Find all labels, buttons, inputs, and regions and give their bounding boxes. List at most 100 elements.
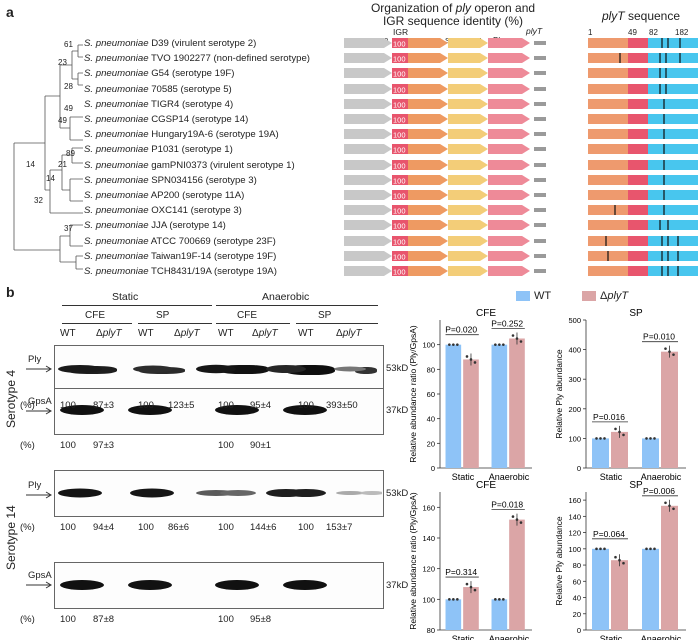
plyT-marker xyxy=(534,56,546,61)
bar-mutant xyxy=(463,359,479,468)
strain-genus: S. pneumoniae xyxy=(84,53,149,65)
gene-arrow-spd1727 xyxy=(448,190,488,200)
data-point xyxy=(599,547,602,551)
data-point xyxy=(469,585,473,589)
lane-gene: plyT xyxy=(342,328,362,339)
gene-arrow-ply xyxy=(488,129,530,140)
data-point xyxy=(672,353,675,356)
gene-arrow-spd1727 xyxy=(448,98,488,109)
igr-identity: 100 xyxy=(393,55,406,64)
chart-title: SP xyxy=(629,480,643,491)
igr-box xyxy=(392,190,408,200)
strain-label: S. pneumoniae TVO 1902277 (non-defined s… xyxy=(84,53,310,64)
strain-label: S. pneumoniae JJA (serotype 14) xyxy=(84,220,226,231)
gene-arrow-spd1729 xyxy=(344,68,392,79)
plyT-segment-2 xyxy=(628,129,648,140)
plyT-marker xyxy=(534,177,546,182)
igr-box xyxy=(392,144,408,155)
data-point xyxy=(473,361,477,364)
data-point xyxy=(502,598,505,601)
plyT-tick-1: 1 xyxy=(588,28,593,37)
operon-row: 100 xyxy=(344,266,698,277)
data-point xyxy=(618,430,621,434)
plyT-segment-3 xyxy=(648,190,698,200)
data-point xyxy=(618,558,621,562)
y-tick-label: 0 xyxy=(577,626,581,635)
operon-row: 100 xyxy=(344,190,698,201)
gene-arrow-spd1727 xyxy=(448,129,488,140)
plyT-segment-1 xyxy=(588,68,628,79)
igr-box xyxy=(392,83,408,94)
strain-name: TVO 1902277 (non-defined serotype) xyxy=(151,53,310,65)
plyT-segment-1 xyxy=(588,144,628,155)
gene-arrow-spd1729 xyxy=(344,53,392,64)
plyT-segment-2 xyxy=(628,38,648,48)
lane-wt: WT xyxy=(138,328,154,339)
pct-value: 100 xyxy=(60,522,76,533)
y-axis-label: Relative abundance ratio (Ply/GpsA) xyxy=(408,492,418,630)
gene-arrow-spd1729 xyxy=(344,235,392,246)
y-tick-label: 160 xyxy=(422,503,435,512)
operon-row: 100 xyxy=(344,83,698,94)
fraction-cfe-static: CFE xyxy=(85,310,105,321)
pct-value: 86±6 xyxy=(168,522,190,533)
strain-genus: S. pneumoniae xyxy=(84,205,149,217)
category-label: Static xyxy=(600,634,623,640)
lane-wt: WT xyxy=(298,328,314,339)
igr-box xyxy=(392,114,408,124)
gene-arrow-spd1727 xyxy=(448,250,488,261)
strain-label: S. pneumoniae AP200 (serotype 11A) xyxy=(84,190,244,201)
plyT-marker xyxy=(534,238,546,243)
legend-mut-label: ΔplyT xyxy=(600,290,629,302)
plyT-segment-1 xyxy=(588,235,628,246)
y-tick-label: 100 xyxy=(568,545,581,554)
igr-identity: 100 xyxy=(393,207,406,216)
pct-value: 100 xyxy=(60,400,76,411)
pct-value: 87±8 xyxy=(93,614,115,625)
gene-arrow-spd1729 xyxy=(344,38,392,48)
bar-mutant xyxy=(661,505,678,630)
data-point xyxy=(465,355,469,358)
y-tick-label: 300 xyxy=(568,375,581,384)
data-point xyxy=(494,598,497,601)
strain-label: S. pneumoniae TIGR4 (serotype 4) xyxy=(84,99,233,110)
gene-arrow-spd1728 xyxy=(408,205,448,216)
operon-row: 100 xyxy=(344,53,698,64)
plyT-marker xyxy=(534,101,546,106)
gene-arrow-spd1727 xyxy=(448,235,488,246)
plyT-segment-1 xyxy=(588,205,628,216)
data-point xyxy=(664,347,667,350)
gene-arrow-spd1728 xyxy=(408,220,448,231)
tree-support-8: 21 xyxy=(58,160,67,169)
data-point xyxy=(645,547,648,551)
lane-delta: Δ xyxy=(96,328,103,339)
y-tick-label: 60 xyxy=(573,577,581,586)
strain-name: TCH8431/19A (serotype 19A) xyxy=(151,266,277,277)
igr-box xyxy=(392,250,408,261)
plyT-segment-2 xyxy=(628,83,648,94)
gene-arrow-spd1728 xyxy=(408,83,448,94)
s14-gpsa-label: GpsA xyxy=(28,570,52,581)
gene-arrow-spd1729 xyxy=(344,144,392,155)
strain-name: D39 (virulent serotype 2) xyxy=(151,38,257,49)
strain-name: Taiwan19F-14 (serotype 19F) xyxy=(151,250,277,262)
pct-value: 90±1 xyxy=(250,440,272,451)
lane-delta: Δ xyxy=(336,328,343,339)
lane-wt: WT xyxy=(60,328,76,339)
gene-arrow-ply xyxy=(488,68,530,79)
data-point xyxy=(653,547,656,551)
gene-arrow-ply xyxy=(488,174,530,185)
gene-arrow-spd1728 xyxy=(408,38,448,48)
plyT-segment-2 xyxy=(628,98,648,109)
pct-label: (%) xyxy=(20,440,35,451)
gene-arrow-spd1727 xyxy=(448,68,488,79)
igr-box xyxy=(392,68,408,79)
bar-mutant xyxy=(463,587,479,630)
s14-ply-bands xyxy=(58,488,382,498)
bar-wt xyxy=(445,344,462,468)
plyT-segment-3 xyxy=(648,129,698,140)
gene-arrow-ply xyxy=(488,250,530,261)
strain-label: S. pneumoniae gamPNI0373 (virulent serot… xyxy=(84,160,295,171)
data-point xyxy=(498,343,501,346)
bar-mutant xyxy=(509,519,525,630)
